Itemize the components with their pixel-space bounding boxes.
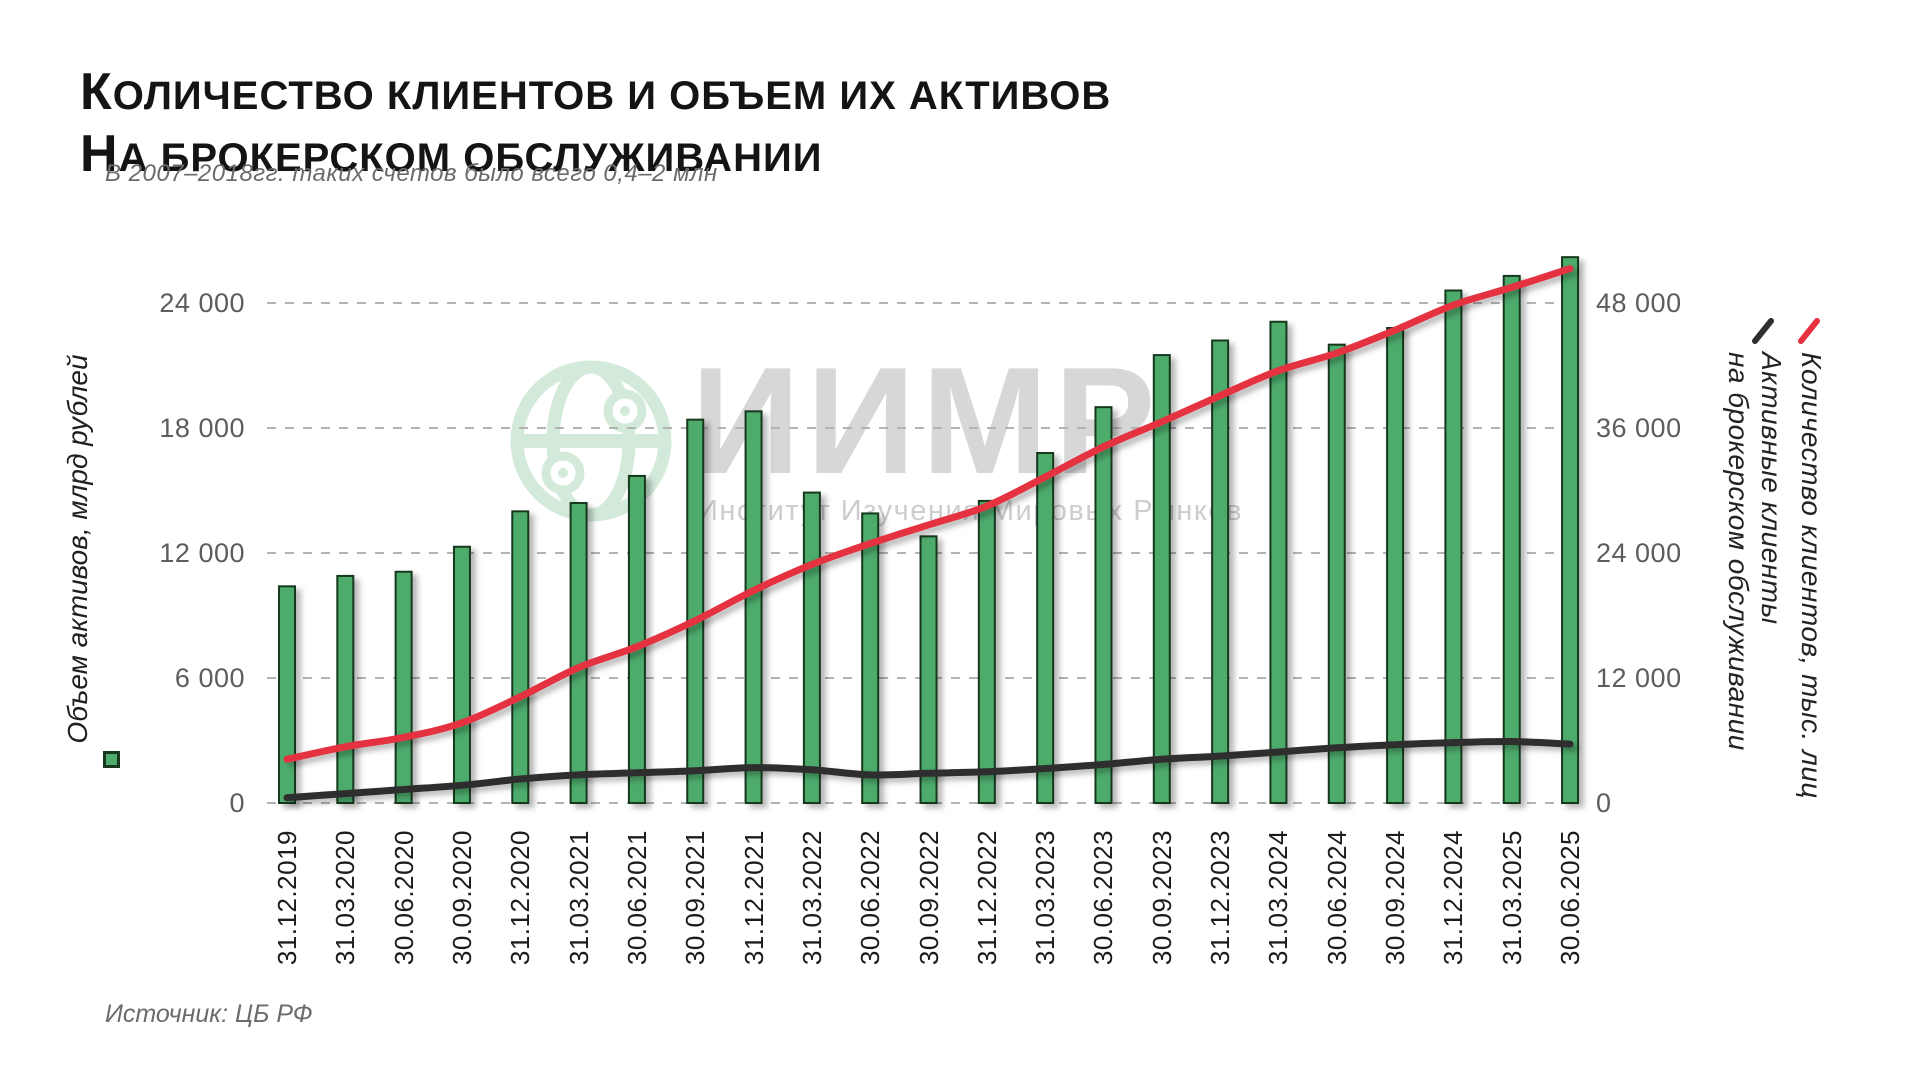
right-axis-tick: 0	[1596, 788, 1612, 818]
watermark: ИИМР Институт Изучения Мировых Рынков	[505, 336, 1243, 528]
asset-bar	[452, 545, 471, 804]
right-axis-tick: 36 000	[1596, 413, 1682, 443]
left-axis-tick: 0	[229, 788, 245, 818]
x-axis-label: 30.09.2024	[1380, 830, 1411, 966]
active-clients-line	[283, 737, 1574, 802]
x-axis-label: 30.06.2020	[388, 830, 419, 966]
x-axis-label: 31.12.2019	[272, 830, 302, 966]
page-title: Количество клиентов и объем их активов н…	[80, 63, 1280, 187]
right-axis-tick: 12 000	[1596, 663, 1682, 693]
x-axis-label: 31.03.2023	[1030, 830, 1061, 966]
globe-network-icon	[510, 360, 672, 522]
left-axis-tick: 24 000	[159, 288, 245, 318]
watermark-text: ИИМР Институт Изучения Мировых Рынков	[691, 336, 1243, 528]
assets-bars	[278, 256, 1580, 805]
asset-bar	[1094, 406, 1113, 804]
asset-bar	[1327, 343, 1346, 804]
active-line-legend-mark	[1752, 318, 1774, 344]
left-axis-tick: 6 000	[174, 663, 245, 693]
asset-bar	[336, 574, 355, 805]
asset-bar	[861, 512, 880, 805]
clients-line-legend-mark	[1798, 318, 1820, 344]
gridlines	[267, 302, 1575, 804]
asset-bar	[569, 502, 588, 804]
assets-bar-legend-swatch	[103, 751, 120, 768]
x-axis-label: 31.12.2023	[1205, 830, 1236, 966]
asset-bar	[977, 499, 996, 804]
x-axis-label: 30.09.2021	[680, 830, 711, 966]
watermark-name: Институт Изучения Мировых Рынков	[697, 495, 1243, 527]
active-line-legend-label: Активные клиенты на брокерском обслужива…	[1722, 352, 1788, 751]
left-axis-tick: 12 000	[159, 538, 245, 568]
asset-bar	[1444, 289, 1463, 804]
left-axis-title: Объем активов, млрд рублей	[62, 354, 93, 744]
right-axis-tick: 24 000	[1596, 538, 1682, 568]
page-title-line2: на брокерском обслуживании	[80, 124, 823, 183]
asset-bar	[802, 491, 821, 804]
x-axis-label: 30.09.2022	[913, 830, 944, 966]
x-axis-label: 30.06.2025	[1555, 830, 1586, 966]
left-axis-tick: 18 000	[159, 413, 245, 443]
watermark-acronym: ИИМР	[691, 336, 1162, 506]
x-axis-label: 31.12.2022	[971, 830, 1002, 966]
page-title-line1: Количество клиентов и объем их активов	[80, 62, 1112, 121]
clients-line-legend-label: Количество клиентов, тыс. лиц	[1796, 352, 1827, 799]
clients-line	[283, 265, 1574, 763]
x-axis-label: 30.09.2023	[1146, 830, 1177, 966]
series-lines	[283, 265, 1574, 802]
active-line-legend-line1: Активные клиенты	[1756, 352, 1787, 625]
asset-bar	[1211, 339, 1230, 804]
x-axis-label: 30.06.2024	[1321, 830, 1352, 966]
asset-bar	[1036, 452, 1055, 804]
source-note: Источник: ЦБ РФ	[105, 1000, 313, 1028]
x-axis-label: 31.03.2024	[1263, 830, 1294, 966]
x-axis-label: 30.06.2022	[855, 830, 886, 966]
x-axis-label: 30.06.2021	[621, 830, 652, 966]
x-axis-label: 30.09.2020	[446, 830, 477, 966]
asset-bar	[686, 418, 705, 804]
asset-bar	[1386, 327, 1405, 804]
asset-bar	[278, 585, 296, 804]
active-line-legend-line2: на брокерском обслуживании	[1723, 352, 1754, 751]
asset-bar	[1502, 274, 1521, 804]
x-axis-label: 31.03.2025	[1496, 830, 1527, 966]
x-axis-label: 31.03.2022	[796, 830, 827, 966]
x-axis-label: 31.12.2021	[738, 830, 769, 966]
asset-bar	[1152, 354, 1171, 804]
asset-bar	[1269, 320, 1288, 804]
asset-bar	[744, 410, 763, 804]
x-axis-label: 31.12.2020	[505, 830, 536, 966]
chart-subtitle: В 2007–2018гг. таких счетов было всего 0…	[105, 160, 718, 187]
asset-bar	[511, 510, 530, 804]
x-axis-label: 30.06.2023	[1088, 830, 1119, 966]
right-axis-tick: 48 000	[1596, 288, 1682, 318]
x-axis-label: 31.12.2024	[1438, 830, 1469, 966]
asset-bar	[1561, 256, 1580, 804]
asset-bar	[627, 474, 646, 804]
asset-bar	[919, 535, 938, 804]
x-axis-label: 31.03.2021	[563, 830, 594, 966]
x-axis-label: 31.03.2020	[330, 830, 361, 966]
asset-bar	[394, 570, 413, 804]
